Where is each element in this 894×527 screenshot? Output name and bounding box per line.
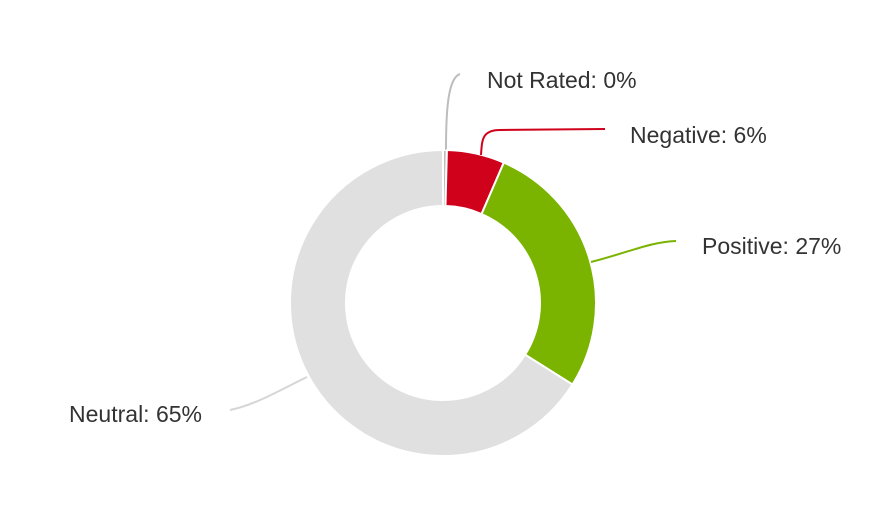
data-label: Positive: 27% [702, 233, 841, 259]
leader-line [229, 376, 308, 411]
donut-slice [289, 148, 574, 457]
leader-line [590, 240, 677, 263]
data-label: Negative: 6% [630, 122, 767, 148]
donut-slice [480, 161, 597, 386]
leader-line [480, 128, 606, 156]
leader-line [445, 73, 461, 151]
data-label: Neutral: 65% [69, 401, 202, 427]
data-label: Not Rated: 0% [487, 67, 637, 93]
